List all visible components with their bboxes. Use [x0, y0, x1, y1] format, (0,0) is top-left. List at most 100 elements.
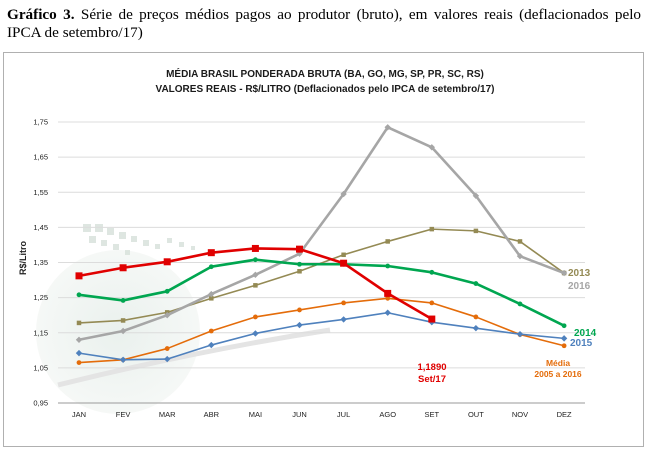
data-point — [296, 245, 303, 253]
y-tick-label: 1,05 — [33, 363, 48, 372]
y-tick-label: 1,45 — [33, 223, 48, 232]
series-label-2013: 2013 — [568, 268, 591, 279]
gridlines — [58, 121, 585, 404]
figure-caption: Gráfico 3. Série de preços médios pagos … — [7, 6, 641, 42]
data-point — [251, 244, 259, 252]
data-point — [75, 336, 83, 343]
data-point — [208, 341, 215, 349]
data-point — [341, 300, 346, 306]
data-point — [76, 292, 82, 298]
chart-title: MÉDIA BRASIL PONDERADA BRUTA (BA, GO, MG… — [166, 67, 484, 80]
average-label-line1: Média — [546, 358, 570, 368]
data-point — [340, 259, 348, 267]
data-point — [208, 290, 215, 298]
data-point — [385, 263, 391, 269]
data-point — [560, 335, 568, 342]
data-point — [473, 281, 479, 286]
chart-subtitle: VALORES REAIS - R$/LITRO (Deflacionados … — [156, 84, 495, 95]
data-point — [120, 298, 126, 303]
data-point — [253, 257, 258, 263]
x-tick-labels: JAN FEV MAR ABR MAI JUN JUL AGO SET OUT NOV DEZ — [72, 410, 572, 419]
x-tick-label: JUN — [292, 410, 307, 419]
x-tick-label: JUL — [337, 410, 350, 419]
data-point — [517, 239, 523, 244]
data-point — [428, 315, 436, 323]
data-point — [473, 228, 479, 234]
x-tick-label: FEV — [116, 410, 131, 419]
caption-text: Série de preços médios pagos ao produtor… — [7, 6, 642, 41]
y-tick-label: 1,15 — [33, 328, 48, 337]
series-label-2014: 2014 — [574, 328, 597, 339]
data-point — [163, 258, 171, 266]
series-lines — [75, 124, 568, 366]
data-point — [429, 226, 435, 232]
data-point — [252, 271, 259, 278]
data-point — [340, 190, 347, 198]
x-tick-label: SET — [425, 410, 440, 419]
data-point — [385, 239, 390, 244]
data-point — [297, 261, 302, 267]
x-tick-label: MAI — [249, 410, 262, 419]
background-decoration — [36, 224, 331, 414]
data-point — [296, 321, 303, 329]
x-tick-label: DEZ — [557, 410, 572, 419]
data-point — [252, 330, 259, 337]
x-tick-label: NOV — [512, 410, 528, 419]
series-label-2015: 2015 — [570, 338, 593, 349]
series-2014 — [76, 257, 567, 329]
data-point — [472, 324, 480, 332]
last-value-label: 1,1890 — [417, 362, 446, 373]
data-point — [516, 330, 524, 338]
series-line — [78, 297, 565, 364]
data-point — [164, 311, 171, 319]
series-line — [78, 311, 565, 361]
series-2016 — [75, 124, 568, 343]
data-point — [561, 343, 567, 349]
data-point — [164, 346, 170, 351]
series-line — [78, 258, 565, 327]
last-period-label: Set/17 — [418, 374, 446, 385]
x-tick-label: MAR — [159, 410, 176, 419]
data-point — [75, 272, 83, 280]
y-tick-label: 0,95 — [33, 399, 48, 408]
data-point — [384, 309, 391, 316]
data-point — [207, 249, 215, 257]
data-point — [428, 144, 435, 151]
data-point — [120, 318, 126, 323]
y-tick-label: 1,55 — [33, 188, 48, 197]
data-point — [385, 295, 391, 301]
data-point — [76, 360, 82, 366]
x-tick-label: ABR — [204, 410, 220, 419]
x-tick-label: OUT — [468, 410, 484, 419]
x-tick-label: JAN — [72, 410, 86, 419]
data-point — [208, 264, 214, 270]
average-label-line2: 2005 a 2016 — [534, 369, 582, 379]
data-point — [384, 124, 391, 131]
data-point — [253, 314, 258, 320]
data-point — [340, 316, 347, 323]
data-point — [119, 356, 127, 363]
series-2017 — [75, 244, 436, 323]
data-point — [472, 192, 480, 199]
y-axis-label: R$/Litro — [18, 241, 28, 276]
data-point — [209, 296, 214, 301]
y-tick-label: 1,65 — [33, 153, 48, 162]
data-point — [208, 328, 214, 334]
data-point — [517, 301, 523, 307]
x-tick-label: AGO — [379, 410, 396, 419]
data-point — [164, 288, 170, 294]
data-point — [384, 289, 392, 297]
data-point — [473, 314, 479, 320]
y-tick-label: 1,35 — [33, 258, 48, 267]
y-tick-label: 1,25 — [33, 293, 48, 302]
series-2015 — [75, 309, 568, 363]
data-point — [164, 355, 171, 363]
caption-label: Gráfico 3. — [7, 6, 75, 23]
series-line — [78, 125, 565, 342]
data-point — [75, 349, 83, 357]
data-point — [561, 323, 567, 329]
data-point — [119, 327, 127, 335]
data-point — [516, 252, 524, 260]
data-point — [253, 283, 258, 288]
